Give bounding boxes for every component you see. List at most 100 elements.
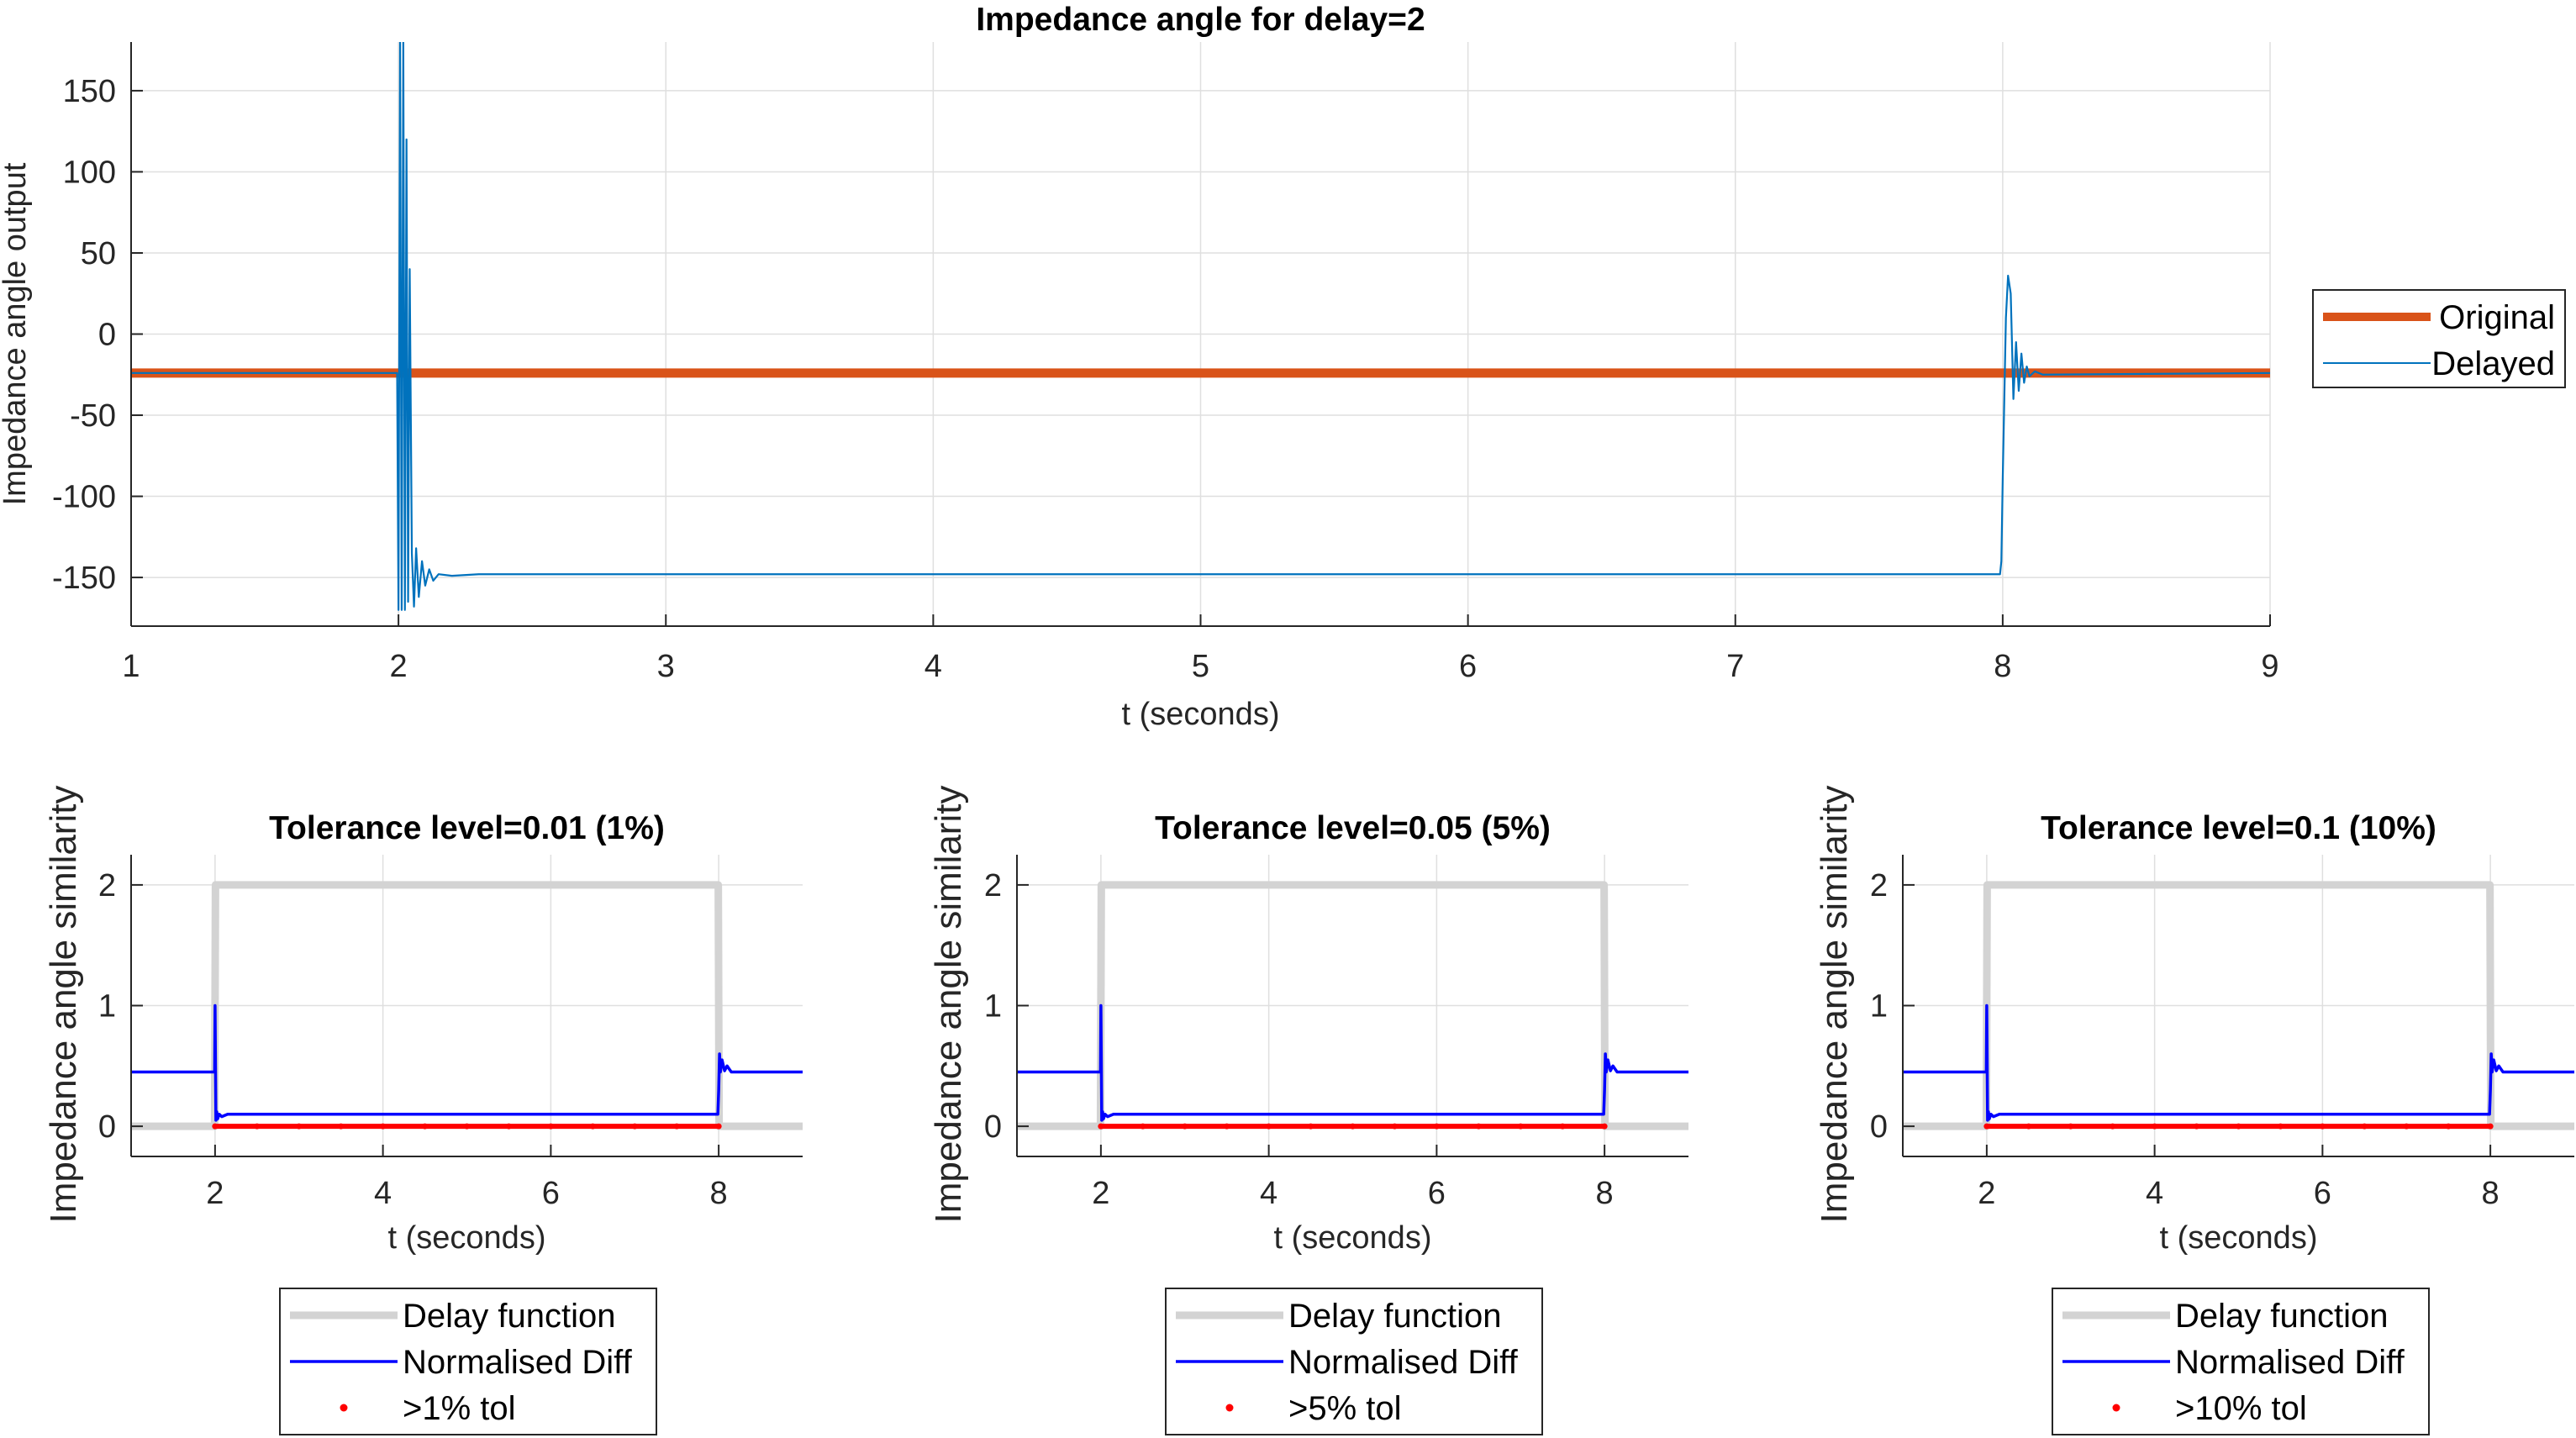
- data-point: [1182, 1123, 1188, 1130]
- y-tick-label: 2: [1870, 868, 1888, 903]
- x-tick-label: 4: [1260, 1176, 1277, 1211]
- x-tick-label: 2: [1978, 1176, 1995, 1211]
- data-point: [2319, 1123, 2326, 1130]
- y-tick-label: 0: [98, 1109, 116, 1145]
- x-tick-label: 2: [1092, 1176, 1109, 1211]
- grid: [1017, 855, 1688, 1156]
- data-point: [2194, 1123, 2200, 1130]
- data-point: [1601, 1123, 1608, 1130]
- series-group: [131, 42, 2270, 611]
- y-tick-label: 2: [98, 868, 116, 903]
- y-tick-label: 2: [984, 868, 1002, 903]
- legend-label: >1% tol: [403, 1390, 516, 1427]
- y-tick-label: -150: [52, 561, 116, 596]
- data-point: [464, 1123, 470, 1130]
- chart-title: Tolerance level=0.01 (1%): [269, 810, 665, 846]
- x-tick-label: 8: [710, 1176, 728, 1211]
- legend-marker: [1225, 1404, 1234, 1412]
- series-line-1: [131, 1003, 803, 1122]
- data-point: [2110, 1123, 2116, 1130]
- x-tick-label: 7: [1726, 649, 1744, 684]
- data-point: [1391, 1123, 1398, 1130]
- data-point: [2445, 1123, 2452, 1130]
- series-line-1: [1903, 1003, 2574, 1122]
- legend: Delay function Normalised Diff >10% tol: [2052, 1288, 2430, 1435]
- data-point: [2403, 1123, 2410, 1130]
- data-point: [589, 1123, 596, 1130]
- chart-title: Impedance angle for delay=2: [976, 2, 1425, 38]
- x-tick-label: 8: [1596, 1176, 1614, 1211]
- y-tick-label: 1: [98, 989, 116, 1025]
- x-tick-label: 3: [657, 649, 675, 684]
- legend-marker: [2112, 1404, 2120, 1412]
- data-point: [254, 1123, 261, 1130]
- x-tick-label: 4: [374, 1176, 392, 1211]
- x-tick-label: 6: [542, 1176, 560, 1211]
- legend-label: Delay function: [2175, 1298, 2388, 1335]
- data-point: [715, 1123, 722, 1130]
- grid: [130, 42, 2271, 626]
- y-tick-label: 150: [63, 74, 116, 109]
- chart-1: 2 4 6 8 2 1 0 Tolerance level=0.01 (1%) t (secon…: [43, 786, 803, 1435]
- legend: Original Delayed: [2312, 289, 2566, 388]
- y-tick-label: 1: [1870, 989, 1888, 1025]
- data-point: [212, 1123, 219, 1130]
- data-point: [2487, 1123, 2494, 1130]
- data-point: [1517, 1123, 1524, 1130]
- chart-0: 1 2 3 4 5 6 7 8 9 150 100 50 0 -50 -100 -150 Impedance a…: [0, 2, 2566, 732]
- y-tick-label: 50: [81, 236, 116, 271]
- y-tick-label: 0: [98, 318, 116, 353]
- y-tick-label: 1: [984, 989, 1002, 1025]
- x-tick-label: 6: [1428, 1176, 1446, 1211]
- series-line-0: [1017, 881, 1688, 1130]
- y-axis-label: Impedance angle similarity: [928, 786, 969, 1224]
- y-tick-label: 100: [63, 155, 116, 190]
- data-point: [2068, 1123, 2074, 1130]
- data-point: [1266, 1123, 1272, 1130]
- legend: Delay function Normalised Diff >1% tol: [279, 1288, 657, 1435]
- data-point: [2361, 1123, 2368, 1130]
- data-point: [547, 1123, 554, 1130]
- x-tick-label: 4: [2146, 1176, 2163, 1211]
- legend-label: >10% tol: [2175, 1390, 2307, 1427]
- legend-box: [2312, 289, 2566, 388]
- series-line-0: [1903, 881, 2574, 1130]
- x-tick-label: 8: [2482, 1176, 2500, 1211]
- grid: [1903, 855, 2574, 1156]
- data-point: [1475, 1123, 1482, 1130]
- data-point: [1983, 1123, 1990, 1130]
- chart-title: Tolerance level=0.1 (10%): [2041, 810, 2436, 846]
- data-point: [1098, 1123, 1104, 1130]
- data-point: [673, 1123, 680, 1130]
- x-axis-label: t (seconds): [1274, 1220, 1432, 1256]
- data-point: [380, 1123, 387, 1130]
- x-tick-label: 4: [925, 649, 942, 684]
- series-group: [131, 881, 803, 1130]
- x-axis-label: t (seconds): [388, 1220, 546, 1256]
- x-tick-label: 1: [122, 649, 140, 684]
- data-point: [1350, 1123, 1356, 1130]
- data-point: [2236, 1123, 2241, 1130]
- x-tick-label: 2: [390, 649, 408, 684]
- chart-2: 2 4 6 8 2 1 0 Tolerance level=0.05 (5%) t (secon…: [928, 786, 1688, 1435]
- legend-label: Normalised Diff: [403, 1344, 633, 1381]
- data-point: [631, 1123, 638, 1130]
- data-point: [2277, 1123, 2284, 1130]
- legend-marker: [340, 1404, 348, 1412]
- data-point: [505, 1123, 512, 1130]
- y-tick-label: -100: [52, 480, 116, 515]
- series-group: [1903, 881, 2574, 1130]
- series-line-1: [1017, 1003, 1688, 1122]
- x-tick-label: 6: [2314, 1176, 2331, 1211]
- x-axis-label: t (seconds): [1122, 697, 1280, 732]
- legend-label: Delayed: [2431, 345, 2555, 382]
- x-tick-label: 8: [1994, 649, 2011, 684]
- data-point: [422, 1123, 429, 1130]
- y-tick-label: 0: [984, 1109, 1002, 1145]
- data-point: [2152, 1123, 2158, 1130]
- chart-3: 2 4 6 8 2 1 0 Tolerance level=0.1 (10%) t (secon…: [1814, 786, 2574, 1435]
- grid: [131, 855, 803, 1156]
- legend-label: Delay function: [1288, 1298, 1501, 1335]
- y-tick-label: -50: [70, 398, 116, 434]
